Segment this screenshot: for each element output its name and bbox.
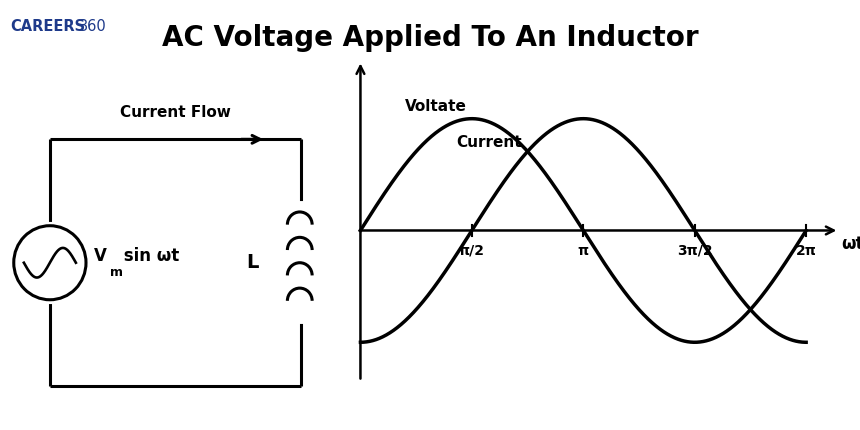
Text: CAREERS: CAREERS (10, 19, 85, 34)
Text: sin ωt: sin ωt (119, 247, 180, 265)
Text: ωt: ωt (841, 235, 860, 253)
Text: Current Flow: Current Flow (120, 105, 230, 120)
Text: π: π (578, 244, 589, 258)
Text: AC Voltage Applied To An Inductor: AC Voltage Applied To An Inductor (162, 24, 698, 52)
Text: 2π: 2π (796, 244, 817, 258)
Text: π/2: π/2 (459, 244, 485, 258)
Text: 360: 360 (79, 19, 107, 34)
Text: m: m (110, 266, 123, 279)
Text: V: V (94, 247, 107, 265)
Text: 3π/2: 3π/2 (677, 244, 713, 258)
Text: L: L (247, 253, 259, 272)
Text: Voltate: Voltate (404, 99, 466, 114)
Text: Current: Current (456, 135, 522, 150)
